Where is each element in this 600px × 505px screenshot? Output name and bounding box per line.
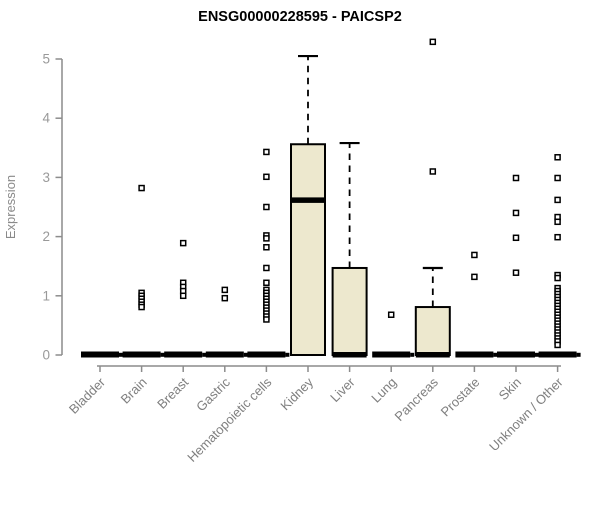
zero-bar-nub: [535, 352, 539, 357]
category-label: Skin: [496, 375, 524, 403]
category-label: Unknown / Other: [486, 374, 566, 454]
zero-bar-nub: [202, 352, 207, 357]
outlier-point: [512, 269, 520, 276]
outlier-point: [263, 235, 270, 242]
category-label: Brain: [118, 375, 150, 407]
outlier-point: [429, 168, 437, 175]
outlier-point: [429, 38, 437, 46]
outlier-point: [221, 286, 229, 294]
chart-title: ENSG00000228595 - PAICSP2: [198, 9, 402, 25]
outlier-point: [263, 203, 270, 211]
zero-bar: [247, 351, 286, 358]
outlier-point: [554, 196, 561, 204]
outlier-point: [554, 233, 561, 241]
zero-bar-nub: [410, 352, 415, 357]
category-label: Breast: [154, 374, 191, 411]
zero-bar: [455, 351, 494, 358]
category-label: Lung: [368, 375, 399, 406]
median-line: [291, 197, 325, 203]
zero-bar-nub: [493, 352, 498, 357]
outlier-point: [512, 234, 520, 242]
y-axis-label: Expression: [3, 175, 18, 239]
outlier-point: [263, 173, 270, 181]
outlier-point: [179, 292, 187, 300]
zero-bar-nub: [576, 352, 581, 357]
outlier-point: [263, 264, 270, 272]
zero-bar-nub: [160, 352, 165, 357]
outlier-point: [263, 316, 270, 323]
category-label: Pancreas: [391, 374, 441, 424]
y-tick-label: 3: [42, 170, 50, 185]
y-tick-label: 0: [42, 348, 50, 363]
zero-bar-nub: [243, 352, 248, 357]
outlier-point: [263, 244, 270, 251]
zero-bar: [164, 351, 203, 358]
outlier-point: [554, 154, 561, 161]
box: [414, 306, 451, 357]
outlier-point: [554, 274, 561, 282]
outlier-point: [138, 184, 145, 192]
median-line: [415, 352, 450, 358]
zero-bar: [497, 351, 535, 358]
zero-bar: [372, 351, 411, 358]
y-tick-label: 5: [42, 52, 50, 67]
category-label: Prostate: [438, 375, 483, 420]
zero-bar: [205, 351, 244, 358]
y-tick-label: 4: [42, 111, 50, 126]
category-label: Kidney: [277, 374, 316, 413]
category-label: Bladder: [66, 374, 109, 417]
outlier-point: [554, 341, 561, 349]
zero-bar-nub: [119, 352, 123, 357]
box: [331, 266, 368, 357]
outlier-point: [387, 311, 395, 318]
outlier-point: [263, 279, 270, 287]
outlier-point: [554, 218, 561, 226]
zero-bar: [538, 351, 577, 358]
zero-bar-nub: [285, 352, 290, 357]
outlier-point: [471, 273, 478, 281]
median-line: [332, 352, 367, 358]
category-label: Gastric: [193, 374, 233, 414]
outlier-point: [512, 209, 520, 217]
outlier-point: [512, 174, 520, 182]
y-tick-label: 2: [42, 229, 50, 244]
zero-bar: [122, 351, 161, 358]
outlier-point: [138, 303, 145, 311]
outlier-point: [263, 148, 270, 156]
zero-bar: [81, 351, 119, 358]
outlier-point: [221, 294, 229, 302]
category-label: Liver: [327, 374, 358, 405]
outlier-point: [179, 239, 187, 247]
box: [290, 143, 326, 356]
y-tick-label: 1: [42, 288, 50, 303]
outlier-point: [554, 174, 561, 182]
outlier-point: [471, 251, 478, 259]
